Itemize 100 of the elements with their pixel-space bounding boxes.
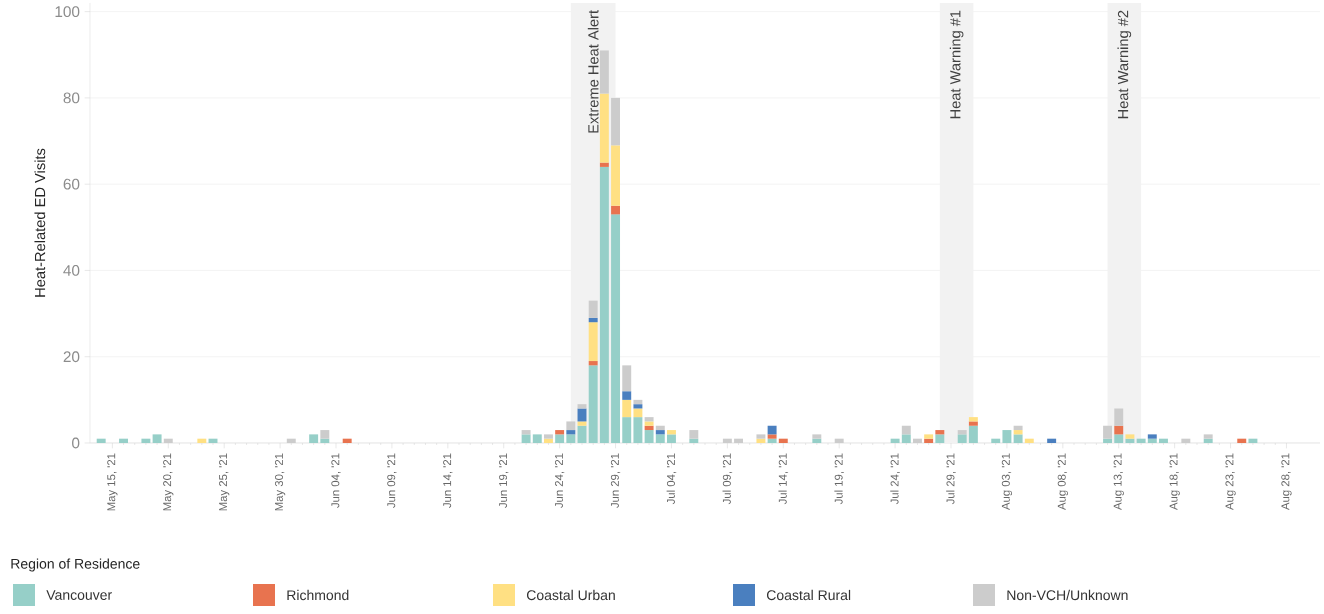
bar <box>767 425 777 435</box>
bar <box>968 421 978 426</box>
bar <box>655 430 665 435</box>
bar <box>1125 438 1135 443</box>
bar <box>1002 430 1012 443</box>
bar <box>611 97 621 146</box>
x-tick-label: May 30, '21 <box>274 453 286 511</box>
bar <box>655 425 665 431</box>
bar <box>890 438 900 443</box>
bar <box>644 417 654 422</box>
bar <box>722 438 732 443</box>
bar <box>767 434 777 439</box>
bar <box>309 434 319 443</box>
bar <box>152 434 162 443</box>
bar <box>577 421 587 426</box>
bar <box>555 434 565 443</box>
bar <box>968 425 978 443</box>
x-tick-label: Aug 28, '21 <box>1281 453 1292 511</box>
x-tick-label: Jun 19, '21 <box>499 453 509 508</box>
bar <box>622 417 632 443</box>
bar <box>588 317 598 323</box>
bar <box>991 438 1001 443</box>
bar <box>1203 438 1213 443</box>
bar <box>957 434 967 443</box>
bar <box>901 434 911 443</box>
legend-title: Region of Residence <box>11 558 140 572</box>
bar <box>1013 430 1023 435</box>
bar <box>968 417 978 422</box>
bar <box>1114 408 1124 426</box>
y-tick-label: 0 <box>72 437 80 449</box>
bar <box>521 430 531 435</box>
bar <box>1125 434 1135 439</box>
bar <box>812 434 822 439</box>
bar <box>1047 438 1057 443</box>
bar <box>812 438 822 443</box>
y-tick-label: 100 <box>55 6 80 18</box>
x-tick-label: Jun 04, '21 <box>331 453 341 508</box>
bar <box>543 434 553 439</box>
bar <box>767 438 777 443</box>
bar <box>599 166 609 443</box>
bar <box>1147 434 1157 439</box>
bar <box>555 430 565 435</box>
bar <box>566 434 576 443</box>
bar <box>163 438 173 443</box>
bar <box>532 434 542 443</box>
bar <box>756 438 766 443</box>
bar <box>633 417 643 443</box>
bar <box>141 438 151 443</box>
bar <box>689 430 699 439</box>
band-label: Heat Warning #1 <box>949 10 964 119</box>
bar <box>957 430 967 435</box>
bar <box>543 438 553 443</box>
bar <box>599 162 609 167</box>
bar <box>622 399 632 418</box>
bar <box>633 408 643 418</box>
bar <box>633 404 643 409</box>
y-tick-label: 40 <box>63 265 80 276</box>
x-tick-label: Jul 19, '21 <box>834 453 845 505</box>
bar <box>577 408 587 422</box>
bar <box>1237 438 1247 443</box>
bar <box>644 421 654 426</box>
bar <box>1136 438 1146 443</box>
x-tick-label: Jun 24, '21 <box>554 453 565 508</box>
bar <box>1013 434 1023 443</box>
bar <box>901 425 911 435</box>
x-tick-label: May 25, '21 <box>219 453 230 511</box>
y-tick-label: 60 <box>63 178 80 190</box>
bar <box>566 430 576 435</box>
bar <box>320 430 330 439</box>
bar <box>566 421 576 431</box>
band-label: Heat Warning #2 <box>1117 10 1132 119</box>
bar <box>1024 438 1034 443</box>
bar <box>1114 434 1124 443</box>
bar <box>1114 425 1124 435</box>
y-tick-label: 20 <box>63 351 80 363</box>
bar <box>644 425 654 431</box>
x-tick-label: Aug 03, '21 <box>1001 453 1013 511</box>
bar <box>644 430 654 443</box>
bar <box>1103 425 1113 439</box>
bar <box>588 361 598 366</box>
band-label: Extreme Heat Alert <box>587 10 599 133</box>
x-tick-label: Aug 23, '21 <box>1225 453 1236 511</box>
bar <box>1181 438 1191 443</box>
bar <box>622 391 632 400</box>
legend-label: Non-VCH/Unknown <box>1007 589 1128 601</box>
bar <box>778 438 788 443</box>
bar <box>588 322 598 362</box>
bar <box>599 93 609 163</box>
bar <box>666 430 676 435</box>
bar <box>521 434 531 443</box>
bar <box>734 438 744 443</box>
y-tick-label: 80 <box>63 92 80 104</box>
bar <box>342 438 352 443</box>
x-tick-label: Aug 08, '21 <box>1057 453 1068 511</box>
x-tick-label: May 15, '21 <box>107 453 118 511</box>
x-tick-label: Jun 09, '21 <box>387 453 397 508</box>
bar <box>588 365 598 443</box>
bar <box>1103 438 1113 443</box>
bar <box>666 434 676 443</box>
bar <box>935 434 945 443</box>
